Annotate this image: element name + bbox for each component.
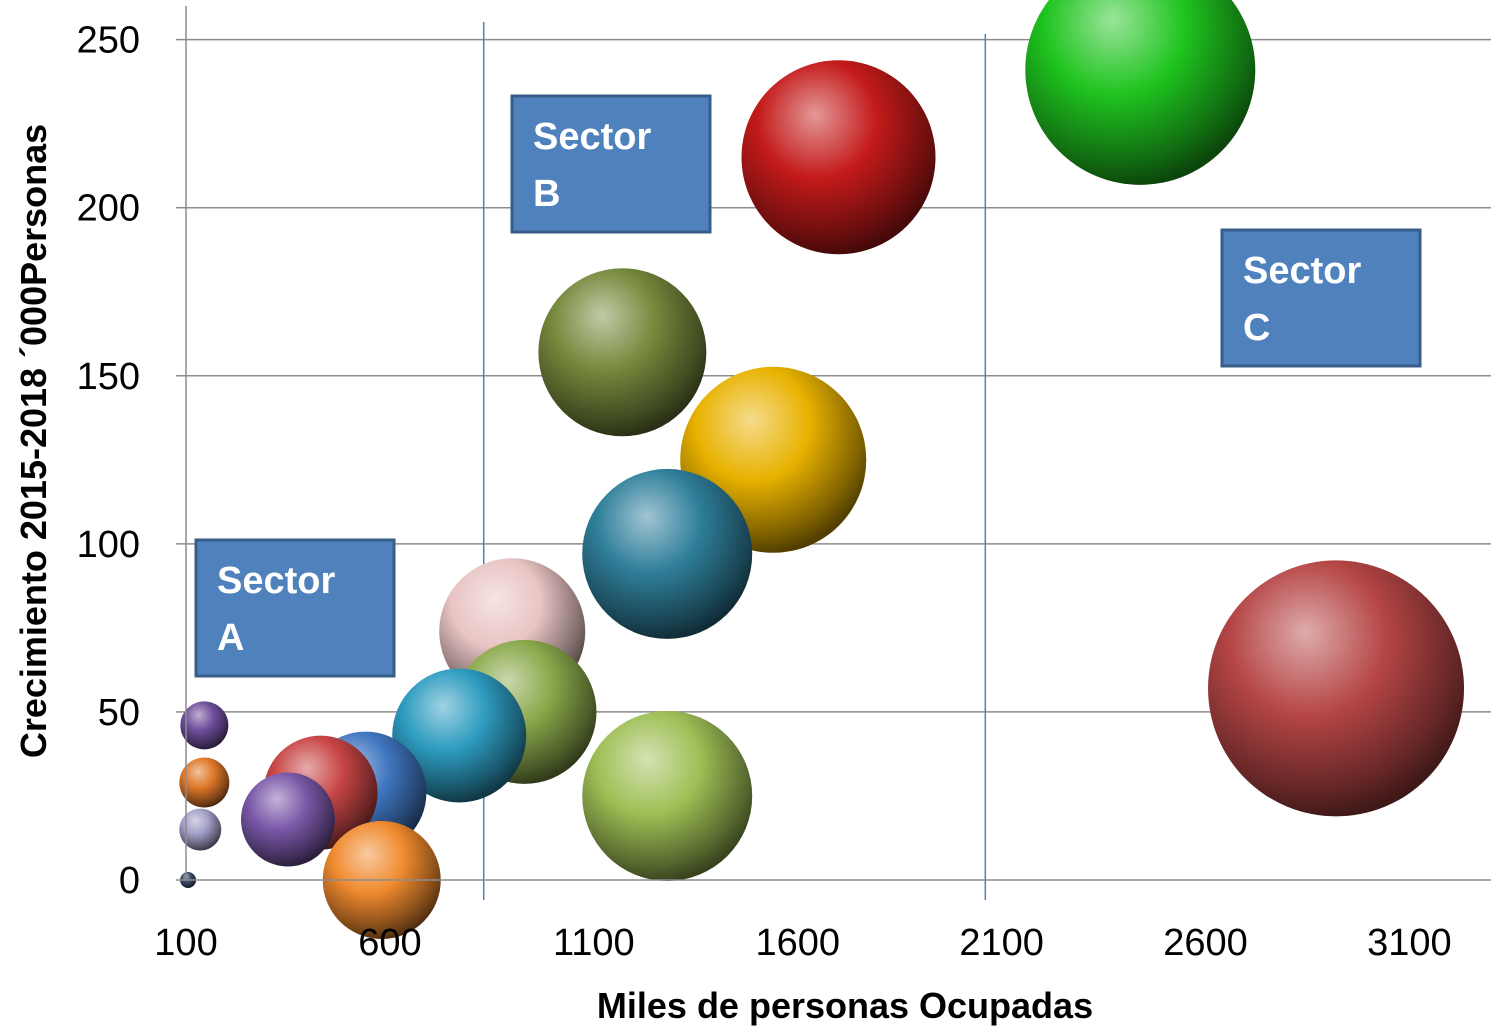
bubble xyxy=(741,60,936,255)
y-tick-label: 100 xyxy=(77,524,140,566)
bubbles xyxy=(179,0,1465,939)
x-tick-label: 1600 xyxy=(755,922,840,964)
bubble xyxy=(179,808,222,851)
sector-label-line2: C xyxy=(1243,307,1270,349)
y-tick-label: 250 xyxy=(77,20,140,62)
x-tick-label: 2100 xyxy=(959,922,1044,964)
y-axis-title: Crecimiento 2015-2018 ´000Personas xyxy=(13,124,54,758)
sector-label-line2: A xyxy=(217,617,244,659)
sector-label-box: Sector B xyxy=(510,94,712,234)
sector-box-background xyxy=(510,94,712,234)
bubble xyxy=(180,701,229,750)
sector-label-box: Sector A xyxy=(194,538,396,678)
sector-label-box: Sector C xyxy=(1220,228,1422,368)
sector-label-line1: Sector xyxy=(533,116,651,158)
sector-box-background xyxy=(1220,228,1422,368)
bubble xyxy=(1208,560,1465,817)
x-tick-label: 3100 xyxy=(1367,922,1452,964)
x-tick-label: 600 xyxy=(358,922,421,964)
bubble xyxy=(582,710,753,881)
y-tick-label: 0 xyxy=(119,860,140,902)
y-tick-label: 150 xyxy=(77,356,140,398)
x-tick-label: 100 xyxy=(154,922,217,964)
bubble xyxy=(392,668,527,803)
bubble xyxy=(240,772,335,867)
sector-box-background xyxy=(194,538,396,678)
bubble xyxy=(1025,0,1256,185)
sector-labels: Sector A Sector B Sector C xyxy=(194,94,1422,678)
y-tick-label: 200 xyxy=(77,188,140,230)
axes: 0 50 100 150 200 250 100 600 1100 1600 2100 2600 310… xyxy=(77,6,1491,964)
bubble xyxy=(582,468,753,639)
y-tick-label: 50 xyxy=(98,692,140,734)
sector-label-line1: Sector xyxy=(1243,250,1361,292)
x-tick-label: 2600 xyxy=(1163,922,1248,964)
sector-label-line1: Sector xyxy=(217,560,335,602)
x-tick-label: 1100 xyxy=(553,922,635,964)
x-axis-title: Miles de personas Ocupadas xyxy=(597,985,1093,1026)
bubble xyxy=(179,757,230,808)
sector-label-line2: B xyxy=(533,173,560,215)
bubble xyxy=(538,268,707,437)
